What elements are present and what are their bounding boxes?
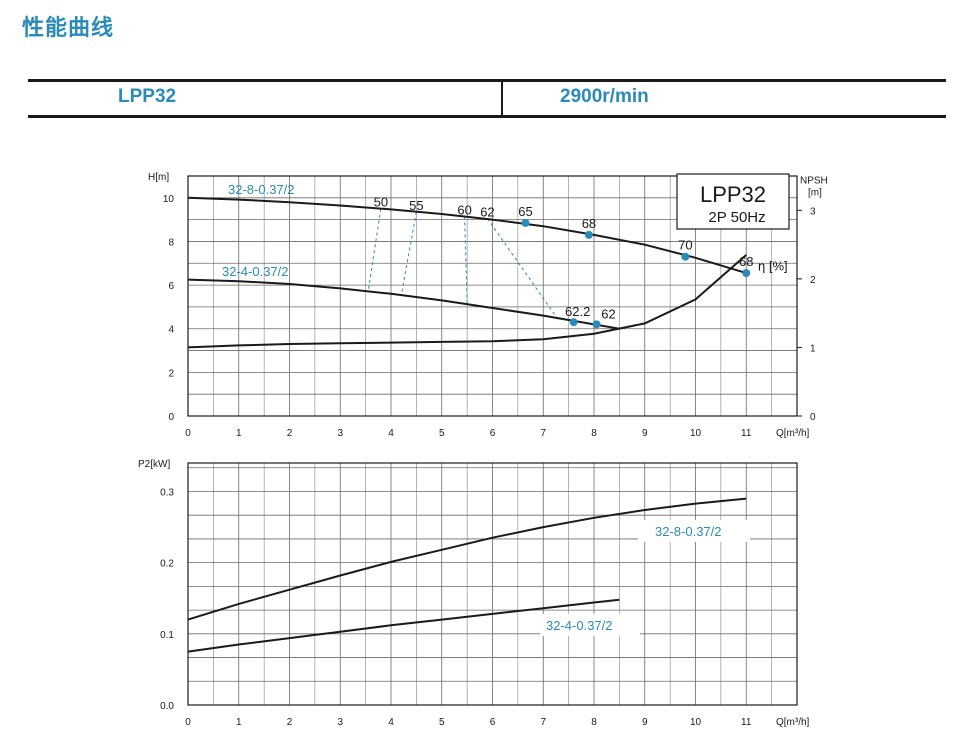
series-label-bg — [540, 614, 640, 636]
efficiency-point — [521, 218, 530, 227]
header-divider — [501, 80, 503, 116]
iso-efficiency-label: 62 — [480, 205, 494, 220]
efficiency-label: 70 — [678, 238, 692, 253]
series-label-head: 32-8-0.37/2 — [228, 182, 295, 197]
x-tick-label: 2 — [287, 717, 293, 728]
x-tick-label: 1 — [236, 717, 242, 728]
efficiency-label: 62 — [601, 306, 615, 321]
iso-efficiency-line — [464, 216, 468, 304]
power-curve — [187, 497, 747, 621]
page-title: 性能曲线 — [22, 16, 115, 41]
x-tick-label: 1 — [236, 428, 242, 439]
y-tick-label: 0.3 — [160, 487, 174, 498]
x-tick-label: 0 — [185, 717, 191, 728]
efficiency-label: 62.2 — [565, 304, 590, 319]
npsh-curve — [187, 254, 747, 349]
x-tick-label: 7 — [540, 717, 546, 728]
iso-efficiency-line — [400, 211, 417, 297]
efficiency-label: 68 — [739, 254, 753, 269]
x-tick-label: 4 — [388, 717, 394, 728]
y2-axis-label: NPSH — [800, 176, 828, 187]
efficiency-label: 65 — [518, 204, 532, 219]
y-tick-label: 0 — [168, 412, 174, 423]
x-tick-label: 4 — [388, 428, 394, 439]
efficiency-point — [584, 230, 593, 239]
iso-efficiency-label: 60 — [457, 202, 471, 217]
plot-frame-head — [187, 175, 798, 417]
x-tick-label: 3 — [337, 428, 343, 439]
y-tick-label: 8 — [168, 237, 174, 248]
x-tick-label: 5 — [439, 428, 445, 439]
y-axis-label: H[m] — [148, 172, 169, 183]
y2-tick-label: 3 — [810, 206, 816, 217]
efficiency-axis-label: η [%] — [758, 258, 788, 273]
efficiency-point — [592, 320, 601, 329]
iso-efficiency-line — [487, 218, 559, 321]
y-tick-label: 0.2 — [160, 559, 174, 570]
header-model: LPP32 — [118, 86, 177, 107]
x-tick-label: 8 — [591, 717, 597, 728]
x-tick-label: 5 — [439, 717, 445, 728]
x-tick-label: 11 — [741, 428, 752, 439]
x-tick-label: 7 — [540, 428, 546, 439]
efficiency-point — [569, 318, 578, 327]
efficiency-label: 68 — [582, 216, 596, 231]
efficiency-point — [681, 252, 690, 261]
plot-frame-power — [187, 462, 798, 706]
x-tick-label: 6 — [490, 717, 496, 728]
y-tick-label: 10 — [163, 194, 175, 205]
x-tick-label: 10 — [690, 717, 702, 728]
y-tick-label: 0.0 — [160, 701, 174, 712]
iso-efficiency-line — [367, 208, 382, 292]
y2-tick-label: 2 — [810, 275, 816, 286]
x-tick-label: 10 — [690, 428, 702, 439]
head-curve — [187, 196, 747, 275]
y2-tick-label: 0 — [810, 412, 816, 423]
y2-tick-label: 1 — [810, 343, 816, 354]
x-tick-label: 11 — [741, 717, 752, 728]
x-tick-label: 8 — [591, 428, 597, 439]
x-tick-label: 0 — [185, 428, 191, 439]
y-tick-label: 6 — [168, 281, 174, 292]
series-label-power: 32-8-0.37/2 — [655, 524, 722, 539]
power-curve — [187, 598, 620, 653]
series-label-head: 32-4-0.37/2 — [222, 264, 289, 279]
efficiency-point — [742, 269, 751, 278]
chart-title-box — [676, 173, 790, 230]
series-label-bg — [638, 520, 750, 542]
head-curve — [187, 278, 620, 330]
x-axis-label: Q[m³/h] — [776, 717, 810, 728]
y-tick-label: 4 — [168, 325, 174, 336]
x-tick-label: 9 — [642, 428, 648, 439]
x-tick-label: 9 — [642, 717, 648, 728]
y-axis-label: P2[kW] — [138, 459, 170, 470]
header-bottom-rule — [28, 115, 946, 118]
y2-axis-unit: [m] — [808, 188, 822, 199]
x-axis-label: Q[m³/h] — [776, 428, 810, 439]
chart-subtitle: 2P 50Hz — [708, 209, 765, 226]
y-tick-label: 2 — [168, 368, 174, 379]
header-top-rule — [28, 79, 946, 82]
y-tick-label: 0.1 — [160, 630, 174, 641]
header-speed: 2900r/min — [560, 86, 649, 107]
chart-title: LPP32 — [700, 182, 766, 207]
x-tick-label: 6 — [490, 428, 496, 439]
series-label-power: 32-4-0.37/2 — [546, 618, 613, 633]
x-tick-label: 3 — [337, 717, 343, 728]
iso-efficiency-label: 50 — [374, 195, 388, 210]
iso-efficiency-label: 55 — [409, 198, 423, 213]
x-tick-label: 2 — [287, 428, 293, 439]
